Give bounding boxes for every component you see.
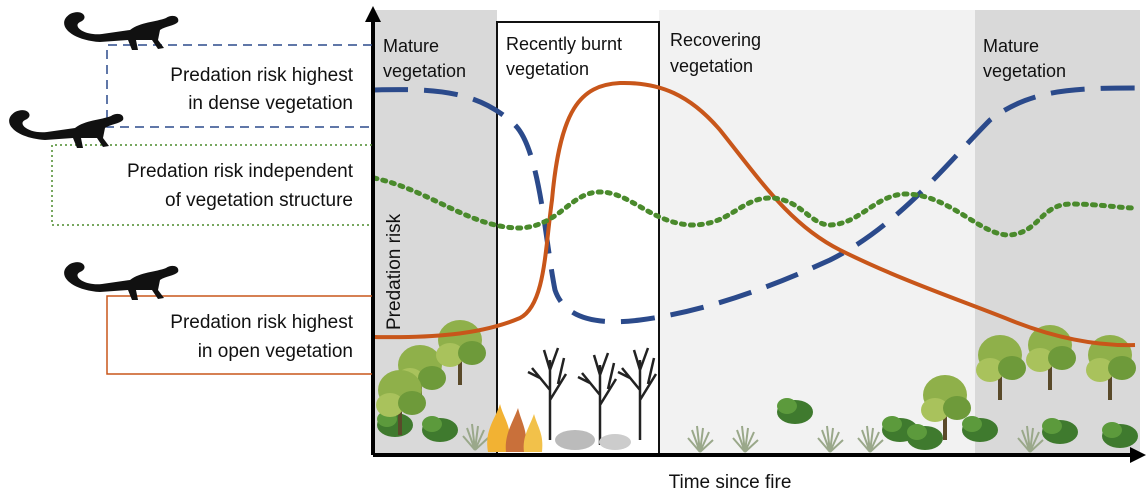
- region-label: vegetation: [383, 61, 466, 81]
- lizard-icon: [9, 110, 123, 148]
- region-label: Mature: [383, 36, 439, 56]
- region-label: Recovering: [670, 30, 761, 50]
- y-axis-label: Predation risk: [384, 213, 405, 330]
- legend-text: in dense vegetation: [188, 93, 353, 114]
- region-burnt: [497, 22, 659, 455]
- lizard-icon: [64, 262, 178, 300]
- lizard-icon: [64, 12, 178, 50]
- legend-text: Predation risk highest: [170, 312, 353, 333]
- legend-box-dense: [107, 45, 372, 127]
- legend-box-independent: [52, 145, 372, 225]
- page: {"regions": [ {"lines": ["Mature", "vege…: [0, 0, 1148, 494]
- legend-text: Predation risk independent: [127, 161, 354, 182]
- x-axis-label: Time since fire: [669, 472, 792, 493]
- legend-text: in open vegetation: [198, 341, 353, 362]
- region-label: vegetation: [506, 59, 589, 79]
- region-label: vegetation: [670, 56, 753, 76]
- legend-text: Predation risk highest: [170, 65, 353, 86]
- region-label: vegetation: [983, 61, 1066, 81]
- diagram: Mature vegetation Recently burnt vegetat…: [0, 0, 1148, 494]
- region-label: Recently burnt: [506, 34, 622, 54]
- legend-text: of vegetation structure: [165, 190, 353, 211]
- region-label: Mature: [983, 36, 1039, 56]
- legend-box-open: [107, 296, 372, 374]
